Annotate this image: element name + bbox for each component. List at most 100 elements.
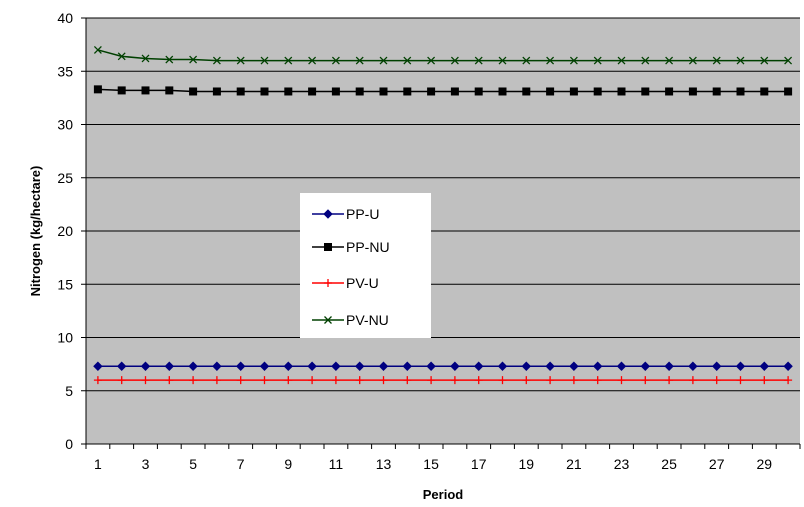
data-point [93,85,102,94]
data-point [688,56,697,65]
data-point [236,87,245,96]
legend: PP-U PP-NU PV-U PV-NU [300,193,431,338]
data-point [354,361,365,371]
data-point [783,361,793,371]
data-point [93,45,102,54]
x-tick-label: 7 [237,456,245,472]
data-point [736,56,745,65]
x-tick-label: 11 [329,456,344,472]
data-point [117,86,126,95]
data-point [617,376,626,385]
data-point [307,361,317,371]
data-point [284,376,293,385]
x-axis-ticks: 1 3 5 7 9 11 13 15 17 19 21 23 25 27 29 [85,444,801,472]
data-point [450,376,459,385]
data-point [141,376,150,385]
series-PV-NU [93,45,793,65]
data-point [93,361,103,371]
data-point [569,56,578,65]
data-point [378,361,389,371]
series-PP-NU [93,85,793,96]
legend-label: PV-U [346,275,379,291]
y-tick-label: 20 [57,223,73,239]
data-point [474,87,483,96]
data-point [665,56,674,65]
data-point [593,376,602,385]
data-point [711,361,722,371]
data-point [189,376,198,385]
data-point [450,87,459,96]
data-point [402,361,413,371]
data-point [164,361,175,371]
legend-label: PV-NU [346,312,389,328]
data-point [450,361,460,371]
legend-item: PP-U [312,206,379,222]
data-point [498,87,507,96]
data-point [712,87,721,96]
data-point [188,361,198,371]
data-point [592,361,603,371]
data-point [117,52,126,61]
data-point [569,87,578,96]
x-tick-label: 29 [757,456,773,472]
series-line [97,49,789,62]
legend-item: PV-NU [312,312,389,328]
data-point [284,87,293,96]
data-point [784,87,793,96]
x-tick-label: 9 [284,456,292,472]
data-point [473,361,484,371]
data-point [427,56,436,65]
data-point [569,376,578,385]
x-axis-title: Period [423,487,464,502]
data-point [260,376,269,385]
legend-label: PP-NU [346,239,390,255]
y-tick-label: 0 [65,436,73,452]
data-point [759,361,770,371]
data-point [736,376,745,385]
x-tick-label: 5 [189,456,197,472]
data-point [141,86,150,95]
x-tick-label: 15 [423,456,439,472]
grid-lines [86,17,800,392]
data-point [403,56,412,65]
data-point [331,376,340,385]
data-point [165,376,174,385]
legend-marker [324,279,332,287]
data-point [546,56,555,65]
data-point [331,87,340,96]
data-point [355,376,364,385]
data-point [236,56,245,65]
data-point [427,376,436,385]
data-point [403,87,412,96]
data-point [141,54,150,63]
data-point [665,87,674,96]
data-point [165,86,174,95]
data-point [235,361,246,371]
legend-marker [323,209,333,219]
legend-marker [324,243,332,251]
data-point [474,376,483,385]
data-point [189,87,198,96]
data-point [427,87,436,96]
data-point [308,87,317,96]
data-point [522,56,531,65]
data-point [736,87,745,96]
data-point [641,56,650,65]
x-tick-label: 1 [94,456,102,472]
data-point [784,376,793,385]
data-point [212,376,221,385]
y-tick-label: 35 [57,63,73,79]
data-point [546,87,555,96]
y-tick-label: 30 [57,117,73,133]
data-point [140,361,151,371]
x-tick-label: 19 [519,456,535,472]
y-tick-label: 15 [57,276,73,292]
data-point [331,361,341,371]
data-point [760,87,769,96]
x-tick-label: 21 [566,456,582,472]
data-point [116,361,127,371]
data-point [735,361,746,371]
data-point [236,376,245,385]
data-point [474,56,483,65]
data-point [688,87,697,96]
